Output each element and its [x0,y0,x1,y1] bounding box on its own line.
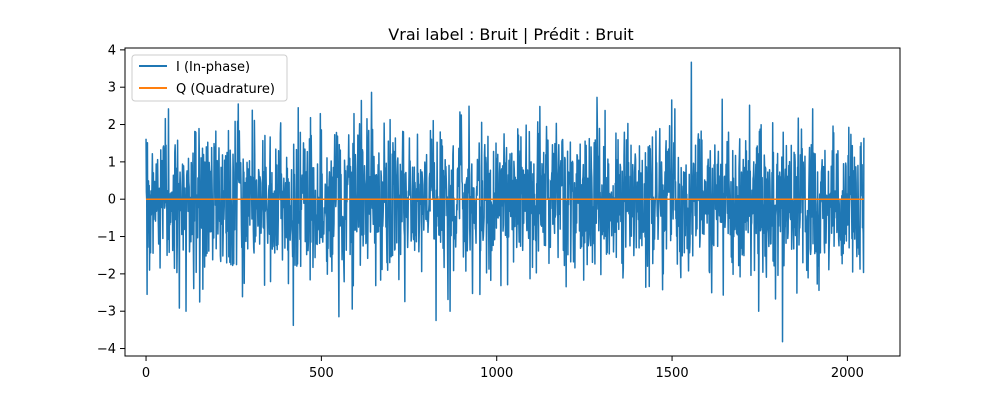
y-tick-label: 4 [108,43,116,58]
plot-frame [124,47,901,357]
legend: I (In-phase) Q (Quadrature) [131,54,288,102]
series-layer [145,61,865,343]
series-line-i [145,61,865,343]
x-tick-label: 0 [142,366,150,381]
y-axis: −4 −3 −2 −1 0 1 2 3 4 [97,43,125,357]
legend-label-i: I (In-phase) [176,60,250,75]
x-axis: 0 500 1000 1500 2000 [142,356,864,381]
y-tick-label: −3 [97,305,116,320]
y-tick-label: −4 [97,342,116,357]
y-tick-label: 2 [108,118,116,133]
x-tick-label: 2000 [831,366,864,381]
y-tick-label: 1 [108,155,116,170]
x-tick-label: 1500 [656,366,689,381]
x-tick-label: 500 [309,366,334,381]
legend-label-q: Q (Quadrature) [176,82,275,97]
legend-box [131,54,288,102]
x-tick-label: 1000 [480,366,513,381]
y-tick-label: 3 [108,81,116,96]
y-tick-label: −1 [97,230,116,245]
y-tick-label: 0 [108,193,116,208]
y-tick-label: −2 [97,267,116,282]
chart-title: Vrai label : Bruit | Prédit : Bruit [388,25,633,44]
